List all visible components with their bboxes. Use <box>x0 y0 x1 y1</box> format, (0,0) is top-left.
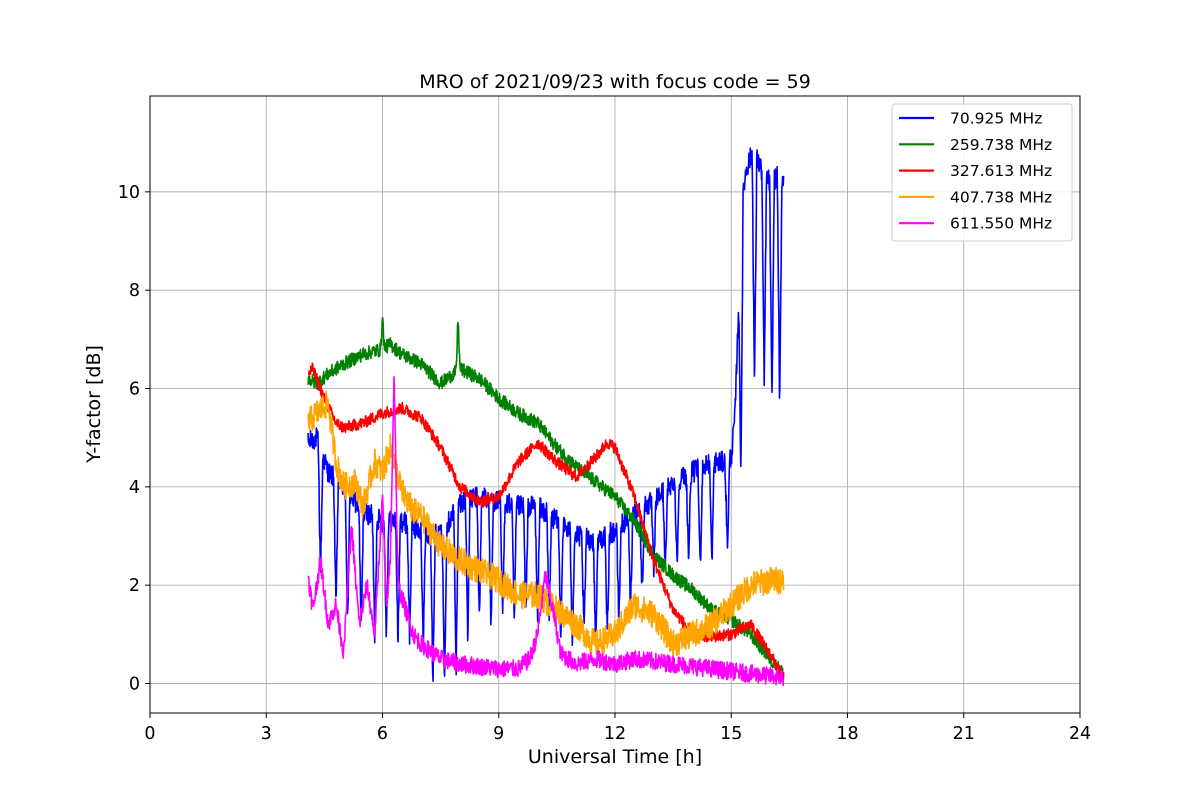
series-line-611-550-mhz <box>307 375 785 687</box>
x-tick-label: 15 <box>720 724 742 744</box>
x-tick-label: 9 <box>493 724 504 744</box>
legend-entry-611-550-mhz: 611.550 MHz <box>899 215 1052 233</box>
legend-label: 611.550 MHz <box>950 215 1052 233</box>
series-layer <box>307 147 785 687</box>
legend-label: 407.738 MHz <box>950 188 1052 206</box>
x-axis: 0 3 6 9 12 15 18 21 24 <box>144 713 1091 744</box>
legend-entry-259-738-mhz: 259.738 MHz <box>899 136 1052 154</box>
y-tick-label: 0 <box>129 675 140 695</box>
legend-label: 259.738 MHz <box>950 136 1052 154</box>
x-axis-label: Universal Time [h] <box>528 746 702 768</box>
x-tick-label: 24 <box>1069 724 1091 744</box>
y-tick-label: 4 <box>129 478 140 498</box>
series-line-407-738-mhz <box>307 390 785 659</box>
legend-entry-327-613-mhz: 327.613 MHz <box>899 162 1052 180</box>
legend-entry-70-925-mhz: 70.925 MHz <box>899 110 1042 128</box>
y-tick-label: 10 <box>118 183 140 203</box>
y-tick-label: 6 <box>129 380 140 400</box>
y-axis: 0 2 4 6 8 10 <box>118 183 150 695</box>
chart-title: MRO of 2021/09/23 with focus code = 59 <box>419 71 811 93</box>
x-tick-label: 21 <box>953 724 975 744</box>
legend-label: 327.613 MHz <box>950 162 1052 180</box>
x-tick-label: 3 <box>261 724 272 744</box>
y-tick-label: 2 <box>129 576 140 596</box>
x-tick-label: 12 <box>604 724 626 744</box>
y-axis-label: Y-factor [dB] <box>83 345 105 464</box>
series-407-738-mhz <box>307 390 785 659</box>
x-tick-label: 6 <box>377 724 388 744</box>
legend-entry-407-738-mhz: 407.738 MHz <box>899 188 1052 206</box>
legend-label: 70.925 MHz <box>950 110 1042 128</box>
x-tick-label: 18 <box>836 724 858 744</box>
series-611-550-mhz <box>307 375 785 687</box>
legend: 70.925 MHz 259.738 MHz 327.613 MHz 407.738 … <box>891 103 1073 242</box>
x-tick-label: 0 <box>144 724 155 744</box>
legend-box <box>891 103 1073 242</box>
y-tick-label: 8 <box>129 281 140 301</box>
series-line-259-738-mhz <box>307 316 785 680</box>
series-259-738-mhz <box>307 316 785 680</box>
